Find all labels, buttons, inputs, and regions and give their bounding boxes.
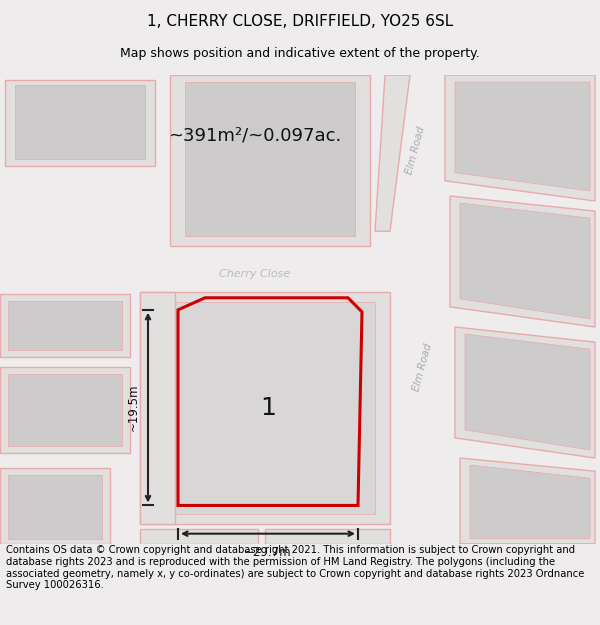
Polygon shape (465, 334, 590, 450)
Polygon shape (470, 465, 590, 539)
Text: ~19.5m: ~19.5m (127, 384, 140, 431)
Polygon shape (460, 203, 590, 319)
Text: Elm Road: Elm Road (404, 126, 426, 176)
Polygon shape (0, 294, 130, 358)
Text: Contains OS data © Crown copyright and database right 2021. This information is : Contains OS data © Crown copyright and d… (6, 546, 584, 590)
Polygon shape (8, 301, 122, 350)
Text: Map shows position and indicative extent of the property.: Map shows position and indicative extent… (120, 48, 480, 61)
Polygon shape (0, 468, 110, 544)
Polygon shape (15, 85, 145, 159)
Polygon shape (265, 529, 390, 544)
Polygon shape (375, 75, 410, 231)
Polygon shape (0, 368, 130, 453)
Polygon shape (170, 75, 370, 246)
Polygon shape (8, 475, 102, 539)
Polygon shape (455, 82, 590, 191)
Polygon shape (445, 75, 595, 201)
Polygon shape (455, 327, 595, 458)
Polygon shape (5, 80, 155, 166)
Text: Cherry Close: Cherry Close (220, 269, 290, 279)
Text: 1: 1 (260, 396, 276, 419)
Polygon shape (140, 292, 390, 524)
Text: 1, CHERRY CLOSE, DRIFFIELD, YO25 6SL: 1, CHERRY CLOSE, DRIFFIELD, YO25 6SL (147, 14, 453, 29)
Text: Elm Road: Elm Road (411, 342, 433, 392)
Polygon shape (450, 196, 595, 327)
Text: ~29.7m: ~29.7m (244, 546, 292, 559)
Polygon shape (460, 458, 595, 544)
Polygon shape (390, 75, 600, 544)
Text: ~391m²/~0.097ac.: ~391m²/~0.097ac. (169, 126, 341, 144)
Polygon shape (155, 302, 375, 514)
Polygon shape (140, 292, 175, 524)
Polygon shape (140, 529, 258, 544)
Polygon shape (8, 374, 122, 446)
Polygon shape (185, 82, 355, 236)
Polygon shape (0, 261, 390, 287)
